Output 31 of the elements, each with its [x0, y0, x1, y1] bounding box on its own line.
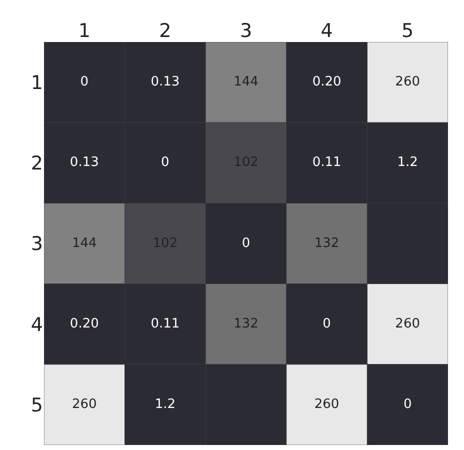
- data-label: 1.2: [154, 396, 176, 412]
- data-label: 132: [314, 236, 340, 251]
- data-label: 0: [242, 236, 250, 251]
- data-label: 0.20: [312, 74, 342, 90]
- x-tick-label: 5: [402, 20, 414, 42]
- data-label: 0: [161, 155, 170, 170]
- data-label: 0.11: [150, 316, 180, 332]
- data-label: 0.13: [150, 74, 180, 90]
- x-tick-label: 3: [240, 20, 252, 42]
- data-label: 0: [403, 396, 412, 412]
- data-label: 144: [72, 236, 97, 251]
- y-tick-label: 3: [30, 233, 43, 256]
- data-label: 260: [395, 74, 420, 90]
- data-label: 0.20: [70, 316, 99, 332]
- data-label: 0: [80, 74, 89, 90]
- y-tick-label: 2: [30, 152, 43, 175]
- x-tick-label: 2: [159, 20, 172, 42]
- y-tick-label: 1: [30, 72, 43, 94]
- data-label: 260: [314, 396, 340, 412]
- data-label: 1.2: [397, 155, 418, 170]
- data-label: 0: [322, 316, 331, 332]
- data-label: 260: [395, 316, 420, 332]
- data-label: 0.11: [312, 155, 342, 170]
- data-label: 260: [72, 396, 97, 412]
- data-label: 144: [234, 74, 258, 90]
- y-tick-label: 4: [30, 314, 43, 336]
- data-label: 132: [234, 316, 258, 332]
- x-tick-label: 4: [320, 20, 333, 42]
- data-label: 0.13: [70, 155, 99, 170]
- y-tick-label: 5: [30, 394, 43, 416]
- x-tick-label: 1: [78, 20, 90, 42]
